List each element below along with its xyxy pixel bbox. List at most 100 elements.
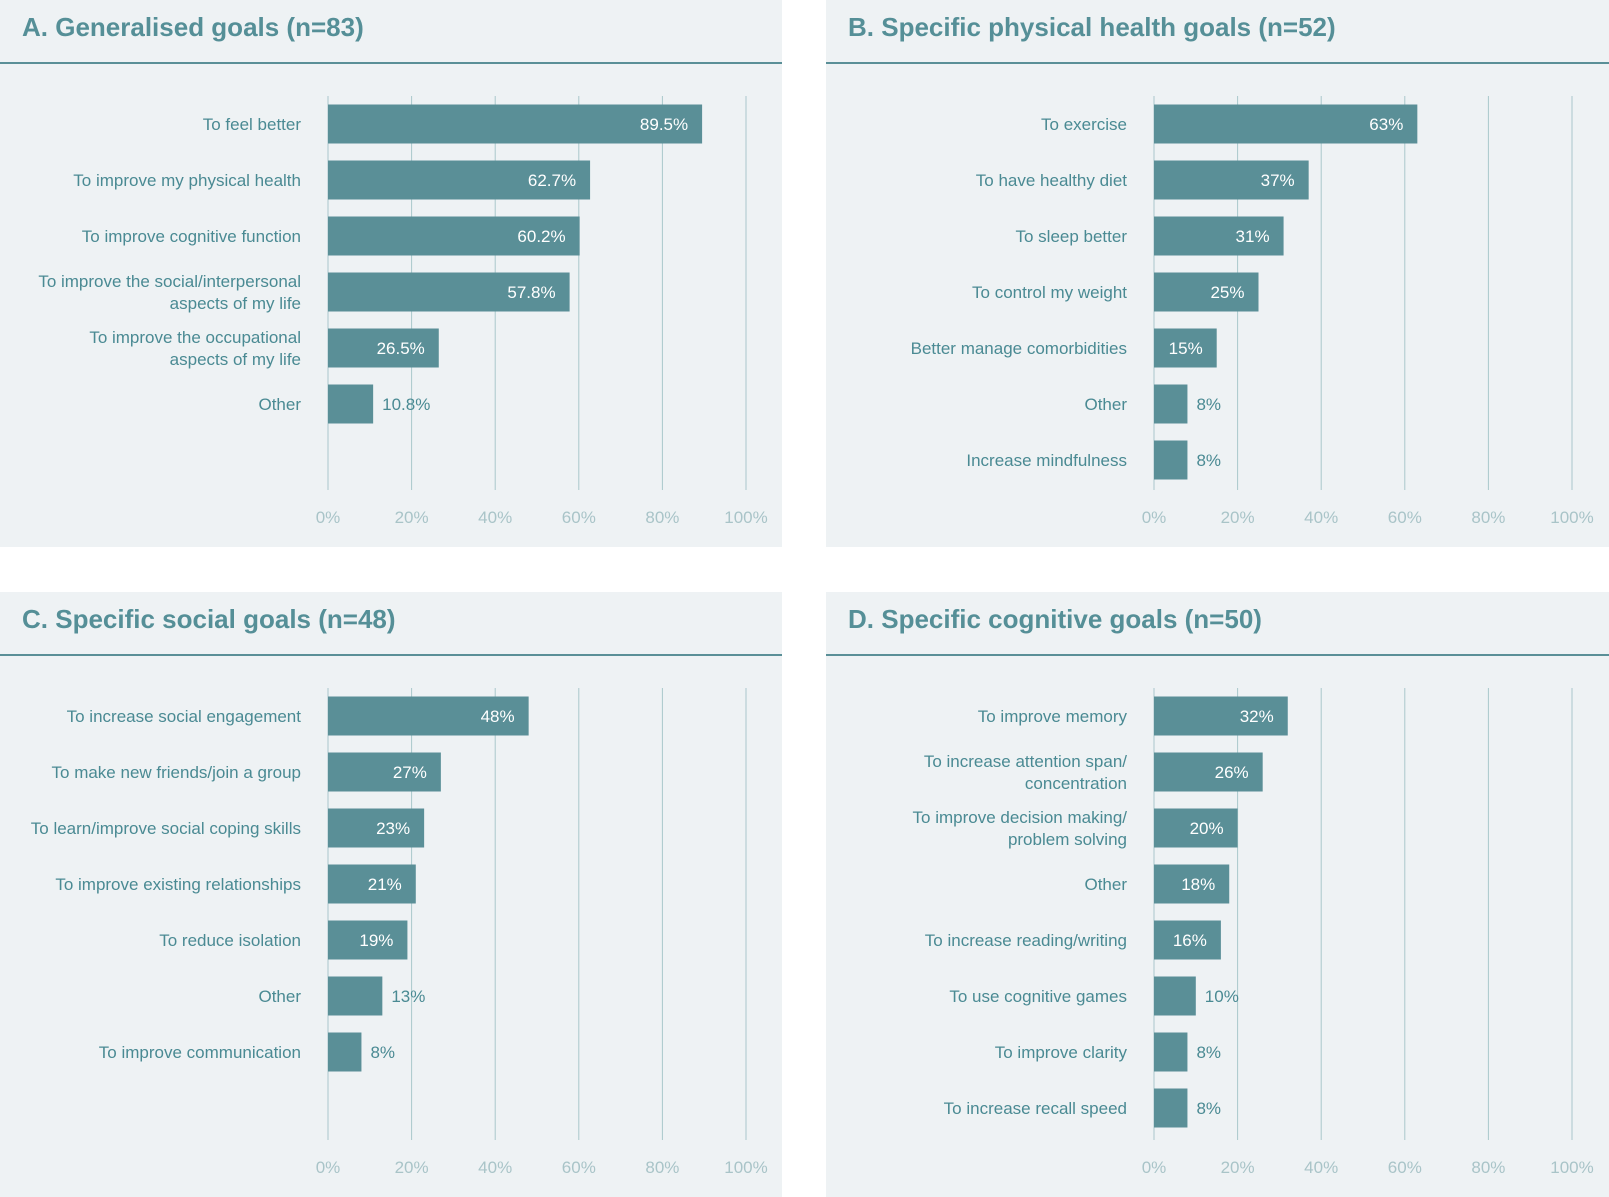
bar	[1154, 864, 1230, 904]
category-label: To increase attention span/concentration	[924, 752, 1127, 793]
data-label: 37%	[1261, 171, 1295, 190]
x-tick-label: 100%	[1550, 508, 1593, 527]
data-label: 26%	[1215, 763, 1249, 782]
category-label: To improve clarity	[995, 1043, 1128, 1062]
category-label: To improve communication	[99, 1043, 301, 1062]
category-label: To have healthy diet	[976, 171, 1127, 190]
category-label: To reduce isolation	[159, 931, 301, 950]
x-tick-label: 100%	[1550, 1158, 1593, 1177]
bar	[328, 272, 570, 312]
data-label: 32%	[1240, 707, 1274, 726]
x-tick-label: 40%	[1304, 508, 1338, 527]
category-label: Better manage comorbidities	[911, 339, 1127, 358]
panel-header: C. Specific social goals (n=48)	[0, 592, 782, 656]
bar	[1154, 920, 1221, 960]
category-label: Other	[258, 395, 301, 414]
category-label: Other	[258, 987, 301, 1006]
bar	[328, 808, 425, 848]
bar	[1154, 440, 1188, 480]
bar	[328, 976, 383, 1016]
category-label: To learn/improve social coping skills	[31, 819, 301, 838]
data-label: 20%	[1190, 819, 1224, 838]
x-tick-label: 0%	[1142, 508, 1167, 527]
category-label: To increase reading/writing	[925, 931, 1127, 950]
bar	[328, 920, 408, 960]
category-label: To sleep better	[1015, 227, 1127, 246]
bar	[1154, 1032, 1188, 1072]
bar	[328, 104, 703, 144]
x-tick-label: 0%	[316, 1158, 341, 1177]
category-label: Other	[1084, 875, 1127, 894]
bar	[1154, 272, 1259, 312]
data-label: 89.5%	[640, 115, 688, 134]
panel-c: C. Specific social goals (n=48) 0% 20% 40%…	[0, 592, 782, 1197]
bar	[328, 328, 439, 368]
x-tick-label: 100%	[724, 1158, 767, 1177]
bar	[1154, 696, 1288, 736]
x-tick-label: 0%	[316, 508, 341, 527]
x-tick-label: 20%	[1221, 508, 1255, 527]
panel-b: B. Specific physical health goals (n=52)…	[826, 0, 1609, 547]
data-label: 10%	[1205, 987, 1239, 1006]
data-label: 18%	[1181, 875, 1215, 894]
x-tick-label: 60%	[562, 508, 596, 527]
bar	[1154, 104, 1418, 144]
bar	[1154, 328, 1217, 368]
category-label: To improve existing relationships	[55, 875, 301, 894]
bar	[1154, 384, 1188, 424]
category-label: To exercise	[1041, 115, 1127, 134]
x-tick-label: 60%	[1388, 508, 1422, 527]
x-tick-label: 80%	[1471, 1158, 1505, 1177]
panel-a: A. Generalised goals (n=83) 0% 20% 40% 60% 8…	[0, 0, 782, 547]
data-label: 16%	[1173, 931, 1207, 950]
x-tick-label: 0%	[1142, 1158, 1167, 1177]
bar	[1154, 752, 1263, 792]
category-label: To make new friends/join a group	[52, 763, 301, 782]
data-label: 23%	[376, 819, 410, 838]
x-tick-label: 80%	[645, 1158, 679, 1177]
category-label: To increase social engagement	[67, 707, 302, 726]
chart-title: C. Specific social goals (n=48)	[22, 604, 396, 634]
category-label: Increase mindfulness	[966, 451, 1127, 470]
panel-header: D. Specific cognitive goals (n=50)	[826, 592, 1609, 656]
data-label: 57.8%	[507, 283, 555, 302]
category-label: Other	[1084, 395, 1127, 414]
category-label: To improve cognitive function	[82, 227, 301, 246]
bar	[1154, 1088, 1188, 1128]
data-label: 63%	[1369, 115, 1403, 134]
data-label: 8%	[370, 1043, 395, 1062]
data-label: 8%	[1196, 1099, 1221, 1118]
x-tick-label: 40%	[478, 1158, 512, 1177]
data-label: 15%	[1169, 339, 1203, 358]
data-label: 10.8%	[382, 395, 430, 414]
data-label: 8%	[1196, 395, 1221, 414]
x-tick-label: 40%	[1304, 1158, 1338, 1177]
x-tick-label: 80%	[1471, 508, 1505, 527]
data-label: 19%	[359, 931, 393, 950]
bar-chart-physical-health-goals: 0% 20% 40% 60% 80% 100% To exercise 63% To have …	[911, 96, 1594, 527]
x-tick-label: 20%	[1221, 1158, 1255, 1177]
bar-chart-social-goals: 0% 20% 40% 60% 80% 100% To increase social eng…	[31, 688, 768, 1177]
category-label: To improve the occupational aspects of my…	[89, 328, 301, 369]
data-label: 8%	[1196, 451, 1221, 470]
x-tick-label: 40%	[478, 508, 512, 527]
bar-chart-generalised-goals: 0% 20% 40% 60% 80% 100% To feel better 89.5% To …	[38, 96, 768, 527]
data-label: 26.5%	[377, 339, 425, 358]
category-label: To improve memory	[978, 707, 1128, 726]
category-label: To control my weight	[972, 283, 1127, 302]
bar	[328, 216, 580, 256]
data-label: 21%	[368, 875, 402, 894]
bar	[328, 160, 591, 200]
category-label: To improve decision making/problem solvi…	[913, 808, 1128, 849]
bar	[1154, 160, 1309, 200]
bar	[328, 384, 374, 424]
category-label: To increase recall speed	[944, 1099, 1127, 1118]
x-tick-label: 60%	[1388, 1158, 1422, 1177]
x-tick-label: 20%	[395, 1158, 429, 1177]
bar	[1154, 976, 1196, 1016]
bar	[328, 696, 529, 736]
data-label: 27%	[393, 763, 427, 782]
x-tick-label: 20%	[395, 508, 429, 527]
chart-title: D. Specific cognitive goals (n=50)	[848, 604, 1262, 634]
bar	[328, 752, 441, 792]
